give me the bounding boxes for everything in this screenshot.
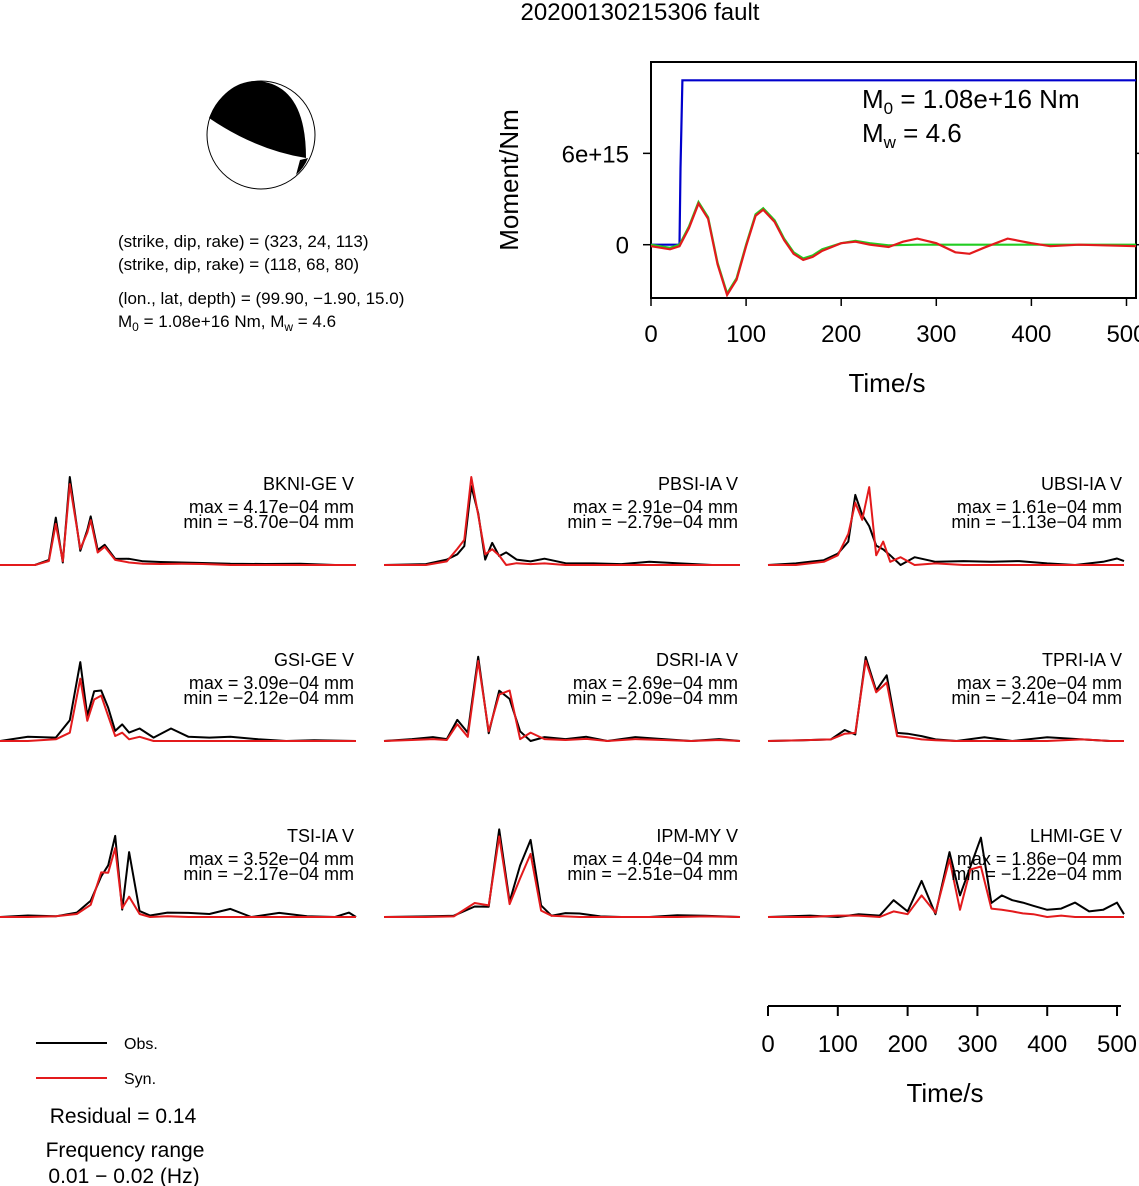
focal-params: (strike, dip, rake) = (323, 24, 113) (st… [118, 232, 404, 334]
station-max: max = 4.04e−04 mm [573, 849, 738, 869]
observed-trace [767, 836, 1125, 918]
time-axis-tick-label: 0 [761, 1031, 774, 1058]
station-min: min = −2.12e−04 mm [183, 688, 354, 708]
synthetic-trace [0, 677, 356, 742]
moment-series-1 [650, 199, 1136, 297]
station-name: UBSI-IA V [1041, 474, 1122, 494]
legend-obs-label: Obs. [124, 1036, 158, 1053]
station-min: min = −1.13e−04 mm [951, 512, 1122, 532]
figure-title: 20200130215306 fault [521, 0, 760, 26]
legend-syn-label: Syn. [124, 1071, 156, 1088]
station-min: min = −1.22e−04 mm [951, 864, 1122, 884]
synthetic-trace [384, 835, 741, 918]
synthetic-trace [383, 660, 741, 742]
observed-trace [767, 493, 1125, 566]
observed-trace [767, 656, 1124, 742]
observed-trace [383, 485, 740, 566]
station-name: BKNI-GE V [263, 474, 354, 494]
station-min: min = −2.51e−04 mm [567, 864, 738, 884]
moment-ticks: 0 100 200 300 400 500 0 6e+15 [562, 141, 1139, 348]
moment-ytick-label: 6e+15 [562, 141, 629, 168]
moment-xtick-label: 500 [1106, 321, 1139, 348]
station-max: max = 2.69e−04 mm [573, 673, 738, 693]
station-name: DSRI-IA V [656, 650, 738, 670]
synthetic-trace [768, 486, 1124, 566]
moment-xlabel: Time/s [848, 368, 925, 398]
moment-series-2 [650, 201, 1137, 298]
station-min: min = −2.41e−04 mm [951, 688, 1122, 708]
time-axis: Time/s 0 100 200 300 400 500 [761, 1005, 1137, 1108]
synthetic-trace [768, 858, 1124, 918]
moment-xtick-label: 300 [916, 321, 956, 348]
legend: Obs. Syn. [36, 1036, 158, 1088]
station-max: max = 2.91e−04 mm [573, 497, 738, 517]
focal-line-1: (strike, dip, rake) = (323, 24, 113) [118, 232, 369, 251]
station-name: TPRI-IA V [1042, 650, 1122, 670]
moment-ylabel: Moment/Nm [494, 109, 524, 251]
moment-xtick-label: 200 [821, 321, 861, 348]
observed-trace [0, 834, 357, 918]
residual-label: Residual = 0.14 [50, 1105, 197, 1128]
station-min: min = −2.79e−04 mm [567, 512, 738, 532]
moment-xtick-label: 400 [1011, 321, 1051, 348]
time-axis-tick-label: 300 [957, 1031, 997, 1058]
station-name: IPM-MY V [656, 826, 738, 846]
station-name: TSI-IA V [287, 826, 354, 846]
time-axis-tick-label: 500 [1097, 1031, 1137, 1058]
station-max: max = 4.17e−04 mm [189, 497, 354, 517]
moment-ytick-label: 0 [616, 233, 629, 260]
station-min: min = −2.09e−04 mm [567, 688, 738, 708]
focal-line-3: (lon., lat, depth) = (99.90, −1.90, 15.0… [118, 289, 404, 308]
moment-xtick-label: 100 [726, 321, 766, 348]
frequency-label: Frequency range [46, 1139, 205, 1162]
synthetic-trace [0, 483, 356, 566]
observed-trace [383, 655, 741, 742]
synthetic-trace [0, 847, 356, 918]
station-name: GSI-GE V [274, 650, 354, 670]
beachball-icon [206, 80, 316, 190]
station-max: max = 3.20e−04 mm [957, 673, 1122, 693]
moment-series [650, 79, 1137, 298]
focal-line-2: (strike, dip, rake) = (118, 68, 80) [118, 255, 359, 274]
station-max: max = 1.61e−04 mm [957, 497, 1122, 517]
station-name: PBSI-IA V [658, 474, 738, 494]
moment-mw-label: Mw = 4.6 [862, 118, 962, 152]
moment-plot: 010020030040050006e+15 Moment/Nm Time/s … [494, 61, 1139, 398]
time-axis-tick-label: 100 [818, 1031, 858, 1058]
station-min: min = −2.17e−04 mm [183, 864, 354, 884]
synthetic-trace [384, 476, 740, 566]
focal-line-4: M0 = 1.08e+16 Nm, Mw = 4.6 [118, 312, 336, 334]
moment-m0-label: M0 = 1.08e+16 Nm [862, 84, 1080, 118]
station-max: max = 3.52e−04 mm [189, 849, 354, 869]
station-max: max = 1.86e−04 mm [957, 849, 1122, 869]
observed-trace [0, 661, 357, 742]
station-name: LHMI-GE V [1030, 826, 1122, 846]
moment-xtick-label: 0 [644, 321, 657, 348]
time-axis-xlabel: Time/s [906, 1078, 983, 1108]
time-axis-tick-label: 200 [888, 1031, 928, 1058]
synthetic-trace [767, 659, 1124, 742]
moment-plot-frame [650, 61, 1137, 299]
station-max: max = 3.09e−04 mm [189, 673, 354, 693]
moment-series-0 [651, 79, 1136, 246]
frequency-range: 0.01 − 0.02 (Hz) [48, 1165, 199, 1186]
station-min: min = −8.70e−04 mm [183, 512, 354, 532]
time-axis-tick-label: 400 [1027, 1031, 1067, 1058]
